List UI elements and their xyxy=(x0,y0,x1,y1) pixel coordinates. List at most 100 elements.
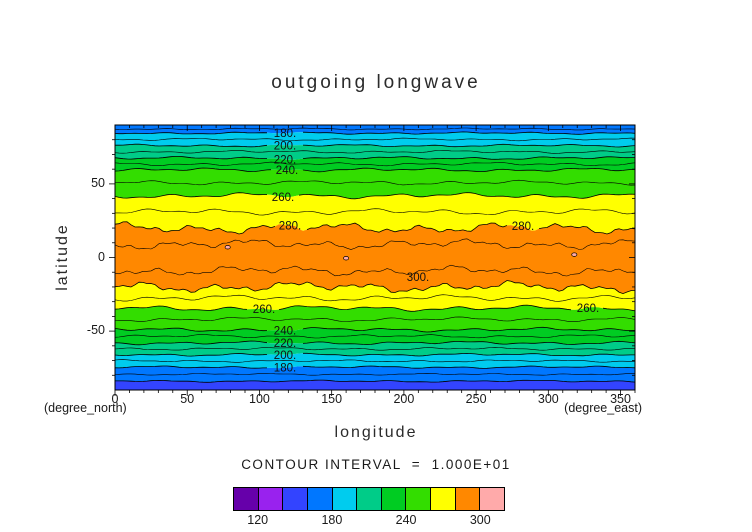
contour-line xyxy=(602,307,636,312)
contour-line xyxy=(114,340,268,346)
y-tick-label: -50 xyxy=(86,323,105,338)
contour-fill-band xyxy=(115,192,635,234)
contour-fill-band xyxy=(115,366,635,383)
contour-spot xyxy=(571,252,578,257)
colorbar-cell xyxy=(381,488,407,510)
contour-line xyxy=(114,365,267,369)
contour-label: 260. xyxy=(253,304,275,316)
contour-plot-svg: 180.200.220.240.260.280. 280.260. 260.240.… xyxy=(109,124,636,396)
colorbar-cell xyxy=(431,488,456,510)
contour-label: 200. xyxy=(274,350,296,362)
contour-label: 300. xyxy=(407,272,429,284)
contour-line xyxy=(538,223,636,235)
contour-line xyxy=(114,131,268,135)
contour-line xyxy=(114,221,276,235)
contour-line xyxy=(114,372,636,376)
contour-spot xyxy=(224,245,231,250)
contour-label: 180. xyxy=(274,363,296,375)
colorbar-cell xyxy=(406,488,432,510)
contour-line xyxy=(302,340,636,346)
contour-fill-band xyxy=(115,380,635,390)
x-tick-label: 350 xyxy=(610,392,631,406)
colorbar-label: 300 xyxy=(469,513,491,527)
contour-line xyxy=(302,326,636,333)
contour-label: 260. xyxy=(577,303,599,315)
contour-line xyxy=(302,156,635,160)
contour-line xyxy=(278,304,572,312)
x-tick-label: 0 xyxy=(111,392,119,406)
contour-label: 260. xyxy=(272,192,294,204)
contour-line xyxy=(114,327,268,332)
contour-line xyxy=(114,179,636,186)
contour-line xyxy=(114,167,272,173)
contour-line xyxy=(302,167,636,173)
contour-line xyxy=(303,352,635,357)
x-tick-label: 200 xyxy=(393,392,415,406)
contour-fill-band xyxy=(115,156,635,172)
contour-label: 280. xyxy=(512,221,534,233)
colorbar-label: 120 xyxy=(247,513,269,527)
contour-label: 240. xyxy=(276,165,298,177)
contour-line xyxy=(115,379,636,383)
contour-label: 280. xyxy=(279,220,301,232)
y-tick-label: 50 xyxy=(91,175,105,190)
contour-line xyxy=(114,161,636,167)
contour-line xyxy=(114,238,636,250)
colorbar-cell xyxy=(258,488,284,510)
plot-title: outgoing longwave xyxy=(271,72,481,93)
contour-line xyxy=(114,305,248,311)
colorbar-label: 180 xyxy=(321,513,343,527)
contour-fill-band xyxy=(115,144,635,160)
contour-line xyxy=(114,294,636,302)
contour-line xyxy=(114,359,635,363)
colorbar-cell xyxy=(480,488,505,510)
contour-line xyxy=(114,137,636,142)
contour-label: 240. xyxy=(274,326,296,338)
contour-line xyxy=(298,192,636,200)
colorbar-cell xyxy=(234,488,259,510)
contour-line xyxy=(114,264,636,277)
contour-line xyxy=(115,208,636,216)
colorbar-cell xyxy=(357,488,382,510)
contour-line xyxy=(302,131,636,135)
contour-label: 220. xyxy=(274,338,296,350)
contour-line xyxy=(302,143,636,148)
contour-spot xyxy=(343,256,350,261)
y-unit-label: (degree_north) xyxy=(44,401,127,415)
contour-line xyxy=(114,280,636,295)
x-tick-label: 150 xyxy=(321,392,343,406)
contour-fill-band xyxy=(115,341,635,357)
colorbar-cell xyxy=(332,488,358,510)
contour-line xyxy=(115,143,268,148)
contour-line xyxy=(306,222,508,233)
contour-line xyxy=(114,353,268,357)
y-tick-label: 0 xyxy=(98,249,105,264)
contour-line xyxy=(114,192,267,199)
x-axis-label: longitude xyxy=(334,424,418,441)
contour-label: 200. xyxy=(274,140,296,152)
contour-line xyxy=(302,365,636,369)
colorbar-cell xyxy=(455,488,481,510)
contour-fill-band xyxy=(115,353,635,369)
colorbar xyxy=(233,487,505,511)
contour-line xyxy=(114,150,636,154)
contour-fill-band xyxy=(115,305,635,332)
contour-line xyxy=(114,156,267,160)
x-tick-label: 250 xyxy=(465,392,487,406)
contour-interval-label: CONTOUR INTERVAL = 1.000E+01 xyxy=(241,457,511,472)
x-tick-label: 50 xyxy=(180,392,195,406)
colorbar-cell xyxy=(283,488,308,510)
colorbar-label: 240 xyxy=(395,513,417,527)
contour-line xyxy=(114,316,636,322)
x-tick-label: 100 xyxy=(249,392,270,406)
contour-label: 220. xyxy=(274,155,296,167)
contour-line xyxy=(114,346,635,351)
contour-fill-band xyxy=(115,221,635,294)
x-unit-label: (degree_east) xyxy=(564,401,642,415)
x-tick-label: 300 xyxy=(537,392,559,406)
contour-label: 180. xyxy=(274,128,296,140)
contour-line xyxy=(114,334,635,339)
colorbar-cell xyxy=(307,488,333,510)
contour-fill-band xyxy=(115,168,635,199)
